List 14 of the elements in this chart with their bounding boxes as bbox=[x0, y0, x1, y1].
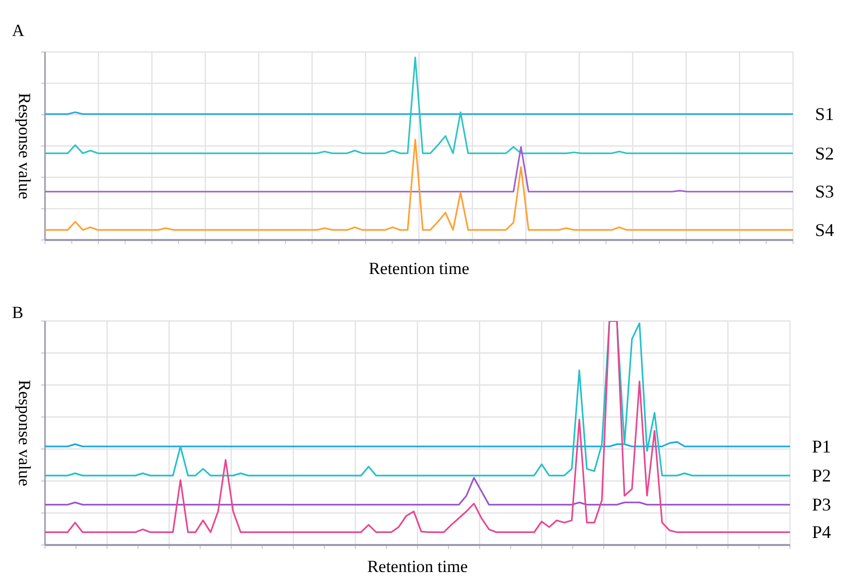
series-label: P2 bbox=[812, 466, 832, 486]
series-label: P1 bbox=[812, 436, 832, 456]
series-label: S1 bbox=[815, 104, 834, 124]
x-axis-title: Retention time bbox=[367, 557, 468, 576]
y-axis-title: Response value bbox=[15, 380, 34, 486]
series-label: P3 bbox=[812, 494, 832, 515]
series-label: P4 bbox=[812, 522, 832, 542]
series-label: S2 bbox=[815, 143, 834, 164]
chart-title: A bbox=[12, 21, 25, 40]
chart-title: B bbox=[12, 303, 24, 322]
y-axis-title: Response value bbox=[15, 92, 34, 200]
series-label: S3 bbox=[815, 182, 834, 202]
x-axis-title: Retention time bbox=[368, 259, 470, 278]
series-label: S4 bbox=[815, 220, 834, 240]
